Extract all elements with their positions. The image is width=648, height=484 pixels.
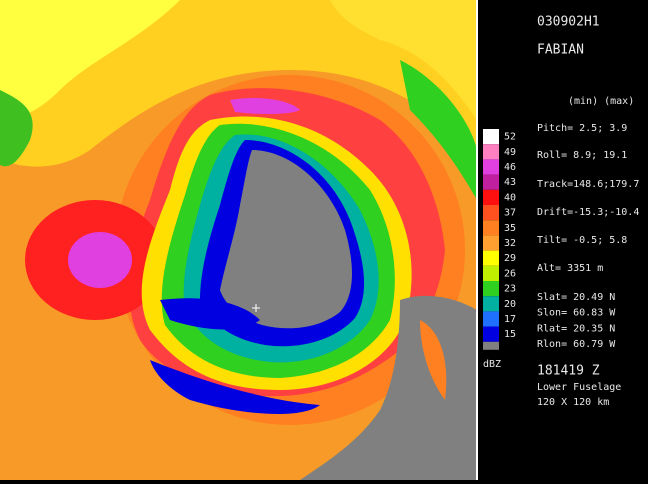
column-header: (min) (max) xyxy=(568,96,634,107)
colorbar-swatch xyxy=(483,220,499,236)
colorbar-swatch xyxy=(483,281,499,297)
parameter: Drift=-15.3;-10.4 xyxy=(537,207,639,218)
colorbar-label: 49 xyxy=(504,147,516,158)
colorbar-swatch xyxy=(483,205,499,221)
parameter: Roll= 8.9; 19.1 xyxy=(537,150,627,161)
colorbar-swatch xyxy=(483,235,499,251)
colorbar-swatch xyxy=(483,174,499,190)
colorbar-label: 23 xyxy=(504,284,516,295)
colorbar-swatch xyxy=(483,129,499,145)
parameter: Track=148.6;179.7 xyxy=(537,179,639,190)
colorbar-label: 29 xyxy=(504,253,516,264)
parameter: Tilt= -0.5; 5.8 xyxy=(537,235,627,246)
colorbar-label: 26 xyxy=(504,268,516,279)
colorbar: 52 49 46 43 40 37 35 32 29 26 23 20 17 15 xyxy=(483,129,516,350)
position: Rlat= 20.35 N xyxy=(537,323,615,334)
positions: Slat= 20.49 N Slon= 60.83 W Rlat= 20.35 N R… xyxy=(537,292,616,350)
colorbar-swatch xyxy=(483,144,499,160)
colorbar-swatch xyxy=(483,265,499,281)
colorbar-swatch xyxy=(483,296,499,312)
colorbar-swatch xyxy=(483,250,499,266)
time: 181419 Z xyxy=(537,364,600,379)
colorbar-label: 46 xyxy=(504,162,516,173)
colorbar-unit: dBZ xyxy=(483,359,501,370)
colorbar-swatch xyxy=(483,159,499,175)
colorbar-label: 40 xyxy=(504,192,516,203)
range: 120 X 120 km xyxy=(537,397,609,408)
position: Slat= 20.49 N xyxy=(537,292,615,303)
parameter: Pitch= 2.5; 3.9 xyxy=(537,123,627,134)
colorbar-swatch xyxy=(483,341,499,350)
colorbar-label: 35 xyxy=(504,223,516,234)
colorbar-label: 37 xyxy=(504,208,516,219)
colorbar-label: 17 xyxy=(504,314,516,325)
colorbar-swatch xyxy=(483,311,499,327)
colorbar-swatch xyxy=(483,326,499,342)
colorbar-label: 32 xyxy=(504,238,516,249)
radar-name: Lower Fuselage xyxy=(537,382,621,393)
flight-parameters: Pitch= 2.5; 3.9 Roll= 8.9; 19.1 Track=148.… xyxy=(537,123,639,274)
colorbar-label: 52 xyxy=(504,132,516,143)
parameter: Alt= 3351 m xyxy=(537,263,603,274)
flight-id: 030902H1 xyxy=(537,15,600,30)
position: Rlon= 60.79 W xyxy=(537,339,616,350)
colorbar-label: 43 xyxy=(504,177,516,188)
colorbar-label: 20 xyxy=(504,299,516,310)
radar-image xyxy=(0,0,478,480)
position: Slon= 60.83 W xyxy=(537,308,616,319)
colorbar-swatch xyxy=(483,189,499,205)
colorbar-label: 15 xyxy=(504,329,516,340)
storm-name: FABIAN xyxy=(537,43,584,58)
